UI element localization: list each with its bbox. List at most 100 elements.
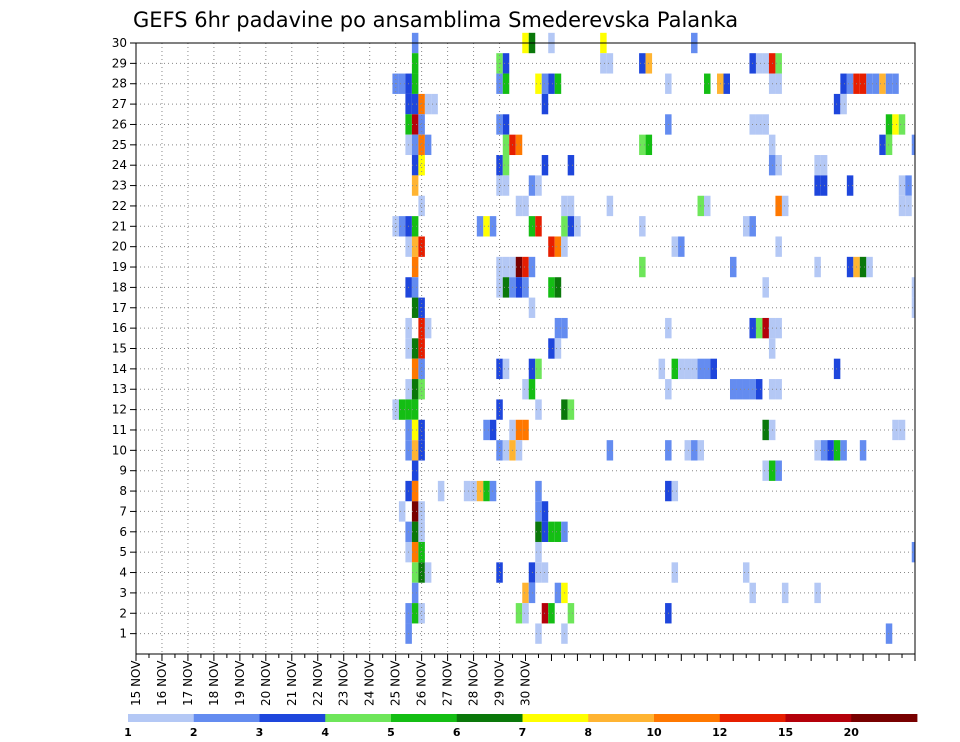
data-cell <box>411 541 419 563</box>
data-cell <box>704 73 711 94</box>
legend-label: 7 <box>519 726 527 739</box>
data-cell <box>411 93 419 115</box>
data-cell <box>567 155 575 176</box>
data-cell <box>775 195 782 217</box>
data-cell <box>522 379 529 400</box>
data-cell <box>885 623 893 644</box>
data-cell <box>639 53 646 74</box>
y-tick-label: 9 <box>119 464 127 478</box>
data-cell <box>431 93 438 115</box>
legend-label: 5 <box>387 726 395 739</box>
x-tick-label: 21 NOV <box>285 660 299 706</box>
data-cell <box>736 379 743 400</box>
data-cell <box>548 236 555 257</box>
data-cell <box>639 134 646 156</box>
data-cell <box>502 134 510 156</box>
data-cell <box>846 73 854 94</box>
data-cell <box>814 256 821 278</box>
data-cell <box>775 317 782 339</box>
data-cell <box>606 440 614 461</box>
y-tick-label: 1 <box>119 627 127 641</box>
data-cell <box>418 114 425 135</box>
data-cell <box>762 53 769 74</box>
y-tick-label: 12 <box>112 403 127 417</box>
x-tick-label: 17 NOV <box>181 660 195 706</box>
legend-swatch <box>193 714 260 722</box>
legend-label: 12 <box>712 726 727 739</box>
data-cell <box>742 562 750 583</box>
data-cell <box>522 419 529 441</box>
chart-title: GEFS 6hr padavine po ansamblima Smederev… <box>133 8 738 32</box>
data-cell <box>639 216 646 237</box>
legend-label: 8 <box>584 726 592 739</box>
data-cell <box>671 236 679 257</box>
data-cell <box>535 623 542 644</box>
data-cell <box>892 73 899 94</box>
data-cell <box>554 317 562 339</box>
data-cell <box>574 216 581 237</box>
data-cell <box>755 53 763 74</box>
data-cell <box>522 195 529 217</box>
data-cell <box>548 338 555 359</box>
data-cell <box>392 216 399 237</box>
data-cell <box>418 379 425 400</box>
y-tick-label: 22 <box>112 199 127 213</box>
legend-swatch <box>785 714 852 722</box>
data-cell <box>729 379 737 400</box>
legend-label: 2 <box>190 726 198 739</box>
data-cell <box>898 175 906 196</box>
x-tick-label: 23 NOV <box>337 660 351 706</box>
data-cell <box>411 460 419 481</box>
data-cell <box>775 236 782 257</box>
data-cell <box>554 338 562 359</box>
legend-label: 15 <box>778 726 793 739</box>
data-cell <box>885 114 893 135</box>
data-cell <box>535 562 542 583</box>
data-cell <box>866 256 873 278</box>
y-tick-label: 7 <box>119 504 127 518</box>
x-tick-label: 22 NOV <box>311 660 325 706</box>
data-cell <box>483 480 490 502</box>
y-tick-label: 21 <box>112 219 127 233</box>
data-cell <box>775 460 782 481</box>
data-cell <box>535 480 542 502</box>
y-tick-label: 30 <box>112 36 127 50</box>
data-cell <box>522 256 529 278</box>
data-cell <box>496 155 503 176</box>
data-cell <box>704 195 711 217</box>
data-cell <box>814 175 821 196</box>
legend-swatch <box>456 714 523 722</box>
y-tick-label: 25 <box>112 138 127 152</box>
data-cell <box>502 175 510 196</box>
data-cell <box>418 562 425 583</box>
legend-label: 3 <box>256 726 264 739</box>
data-cell <box>548 603 555 624</box>
data-cell <box>502 53 510 74</box>
data-cell <box>528 297 536 318</box>
data-cell <box>535 541 542 563</box>
data-cell <box>762 317 769 339</box>
x-tick-label: 25 NOV <box>389 660 403 706</box>
data-cell <box>840 73 847 94</box>
y-tick-label: 27 <box>112 97 127 111</box>
legend-swatch <box>391 714 458 722</box>
data-cell <box>496 440 503 461</box>
y-tick-label: 10 <box>112 443 127 457</box>
data-cell <box>418 236 425 257</box>
data-cell <box>879 134 886 156</box>
data-cell <box>762 419 769 441</box>
data-cell <box>418 603 425 624</box>
data-cell <box>554 73 562 94</box>
y-tick-label: 17 <box>112 301 127 315</box>
data-cell <box>671 562 679 583</box>
data-cell <box>567 195 575 217</box>
legend-swatch <box>259 714 326 722</box>
x-axis: 15 NOV 16 NOV 17 NOV 18 NOV 19 NOV 20 NOV 21 N… <box>129 654 916 706</box>
data-cell <box>463 480 471 502</box>
x-tick-label: 15 NOV <box>129 660 143 706</box>
data-cell <box>528 582 536 604</box>
x-tick-label: 16 NOV <box>155 660 169 706</box>
data-cell <box>411 73 419 94</box>
data-cell <box>898 114 906 135</box>
data-cell <box>489 480 497 502</box>
